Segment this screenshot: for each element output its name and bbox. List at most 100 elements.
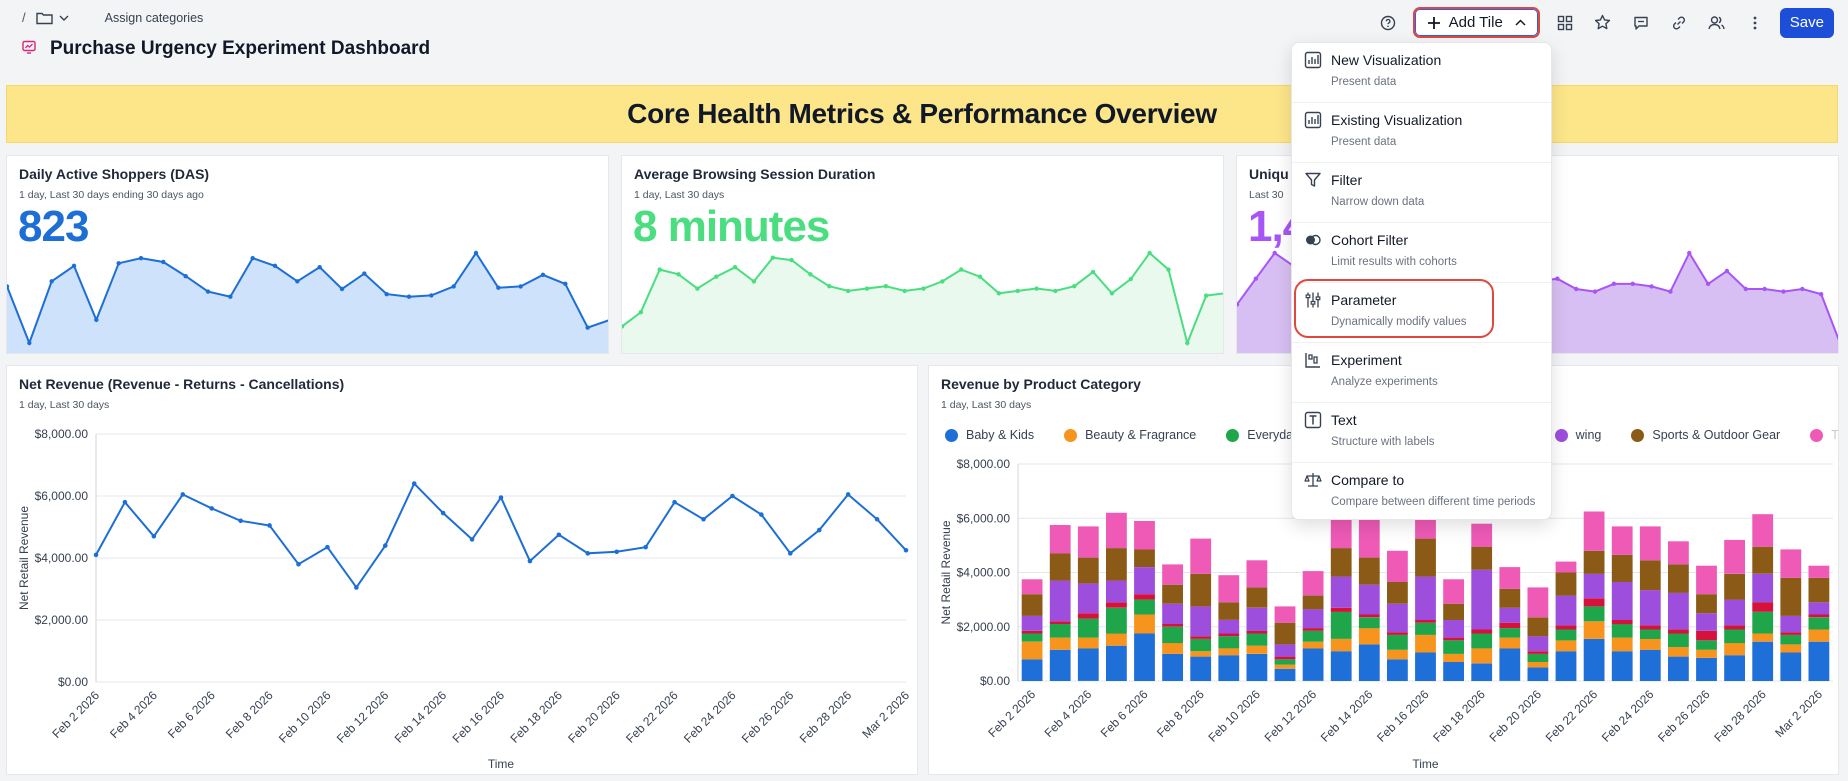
bar-segment[interactable] bbox=[1415, 620, 1436, 623]
bar-segment[interactable] bbox=[1134, 594, 1155, 600]
bar-segment[interactable] bbox=[1021, 641, 1043, 660]
bar-segment[interactable] bbox=[1218, 620, 1240, 634]
bar-segment[interactable] bbox=[1668, 541, 1689, 565]
bar-segment[interactable] bbox=[1162, 603, 1183, 624]
bar-segment[interactable] bbox=[1415, 576, 1436, 620]
bar-segment[interactable] bbox=[1527, 662, 1549, 668]
bar-segment[interactable] bbox=[1330, 514, 1352, 549]
add-tile-button[interactable]: Add Tile bbox=[1412, 7, 1540, 38]
bar-segment[interactable] bbox=[1358, 515, 1380, 558]
bar-segment[interactable] bbox=[1302, 648, 1324, 681]
bar-segment[interactable] bbox=[1639, 590, 1661, 626]
legend-item[interactable]: Baby & Kids bbox=[945, 428, 1034, 442]
bar-segment[interactable] bbox=[1724, 643, 1745, 656]
bar-segment[interactable] bbox=[1583, 598, 1605, 607]
bar-segment[interactable] bbox=[1555, 625, 1577, 630]
bar-segment[interactable] bbox=[1246, 633, 1268, 646]
bar-segment[interactable] bbox=[1639, 639, 1661, 650]
kpi-card-session-duration[interactable]: Average Browsing Session Duration 1 day,… bbox=[621, 155, 1224, 354]
bar-segment[interactable] bbox=[1162, 584, 1183, 604]
share-users-icon[interactable] bbox=[1704, 10, 1730, 36]
legend-item[interactable]: Sports & Outdoor Gear bbox=[1631, 428, 1780, 442]
bar-segment[interactable] bbox=[1443, 603, 1464, 620]
bar-segment[interactable] bbox=[1190, 636, 1212, 639]
bar-segment[interactable] bbox=[1668, 647, 1689, 657]
save-button[interactable]: Save bbox=[1779, 7, 1834, 38]
bar-segment[interactable] bbox=[1387, 634, 1408, 650]
bar-segment[interactable] bbox=[1611, 554, 1633, 582]
bar-segment[interactable] bbox=[1696, 649, 1717, 658]
bar-segment[interactable] bbox=[1780, 634, 1802, 645]
bar-segment[interactable] bbox=[1049, 621, 1071, 624]
bar-segment[interactable] bbox=[1330, 651, 1352, 681]
bar-segment[interactable] bbox=[1499, 648, 1521, 681]
bar-segment[interactable] bbox=[1752, 641, 1774, 681]
bar-segment[interactable] bbox=[1752, 633, 1774, 642]
bar-segment[interactable] bbox=[1499, 607, 1521, 623]
bar-segment[interactable] bbox=[1077, 648, 1099, 681]
bar-segment[interactable] bbox=[1274, 622, 1296, 645]
bar-segment[interactable] bbox=[1583, 621, 1605, 639]
bar-segment[interactable] bbox=[1668, 656, 1689, 681]
data-point[interactable] bbox=[238, 518, 243, 524]
data-point[interactable] bbox=[556, 532, 562, 538]
bar-segment[interactable] bbox=[1696, 640, 1717, 650]
bar-segment[interactable] bbox=[1555, 572, 1577, 596]
more-icon[interactable] bbox=[1742, 10, 1768, 36]
bar-segment[interactable] bbox=[1668, 633, 1689, 648]
bar-segment[interactable] bbox=[1330, 639, 1352, 652]
data-point[interactable] bbox=[469, 537, 475, 542]
bar-segment[interactable] bbox=[1443, 579, 1464, 604]
bar-segment[interactable] bbox=[1190, 639, 1212, 652]
bar-segment[interactable] bbox=[1696, 594, 1717, 614]
bar-segment[interactable] bbox=[1443, 662, 1464, 681]
bar-segment[interactable] bbox=[1302, 628, 1324, 631]
menu-item-new-visualization[interactable]: New Visualization Present data bbox=[1292, 43, 1551, 103]
folder-icon[interactable] bbox=[35, 11, 69, 25]
bar-segment[interactable] bbox=[1724, 573, 1745, 600]
bar-segment[interactable] bbox=[1808, 641, 1830, 681]
data-point[interactable] bbox=[787, 551, 793, 556]
bar-segment[interactable] bbox=[1134, 567, 1155, 595]
bar-segment[interactable] bbox=[1415, 538, 1436, 577]
bar-segment[interactable] bbox=[1330, 576, 1352, 608]
bar-segment[interactable] bbox=[1443, 637, 1464, 641]
bar-segment[interactable] bbox=[1471, 663, 1493, 681]
bar-segment[interactable] bbox=[1583, 639, 1605, 681]
bar-segment[interactable] bbox=[1780, 549, 1802, 578]
bar-segment[interactable] bbox=[1780, 652, 1802, 682]
bar-segment[interactable] bbox=[1246, 645, 1268, 654]
bar-segment[interactable] bbox=[1808, 602, 1830, 615]
bar-segment[interactable] bbox=[1724, 625, 1745, 630]
menu-item-text[interactable]: Text Structure with labels bbox=[1292, 403, 1551, 463]
link-icon[interactable] bbox=[1666, 10, 1692, 36]
bar-segment[interactable] bbox=[1555, 595, 1577, 626]
bar-segment[interactable] bbox=[1752, 514, 1774, 547]
bar-segment[interactable] bbox=[1808, 577, 1830, 603]
bar-segment[interactable] bbox=[1639, 649, 1661, 681]
data-point[interactable] bbox=[180, 492, 186, 497]
bar-segment[interactable] bbox=[1021, 630, 1043, 634]
bar-segment[interactable] bbox=[1583, 606, 1605, 622]
data-point[interactable] bbox=[296, 561, 301, 567]
bar-segment[interactable] bbox=[1218, 648, 1240, 656]
bar-segment[interactable] bbox=[1808, 614, 1830, 618]
bar-segment[interactable] bbox=[1527, 653, 1549, 662]
bar-segment[interactable] bbox=[1358, 557, 1380, 585]
kpi-card-daily-active-shoppers[interactable]: Daily Active Shoppers (DAS) 1 day, Last … bbox=[6, 155, 609, 354]
legend-item[interactable]: wing bbox=[1554, 428, 1601, 442]
bar-segment[interactable] bbox=[1049, 624, 1071, 638]
comment-icon[interactable] bbox=[1628, 10, 1654, 36]
bar-segment[interactable] bbox=[1724, 629, 1745, 644]
menu-item-cohort-filter[interactable]: Cohort Filter Limit results with cohorts bbox=[1292, 223, 1551, 283]
bar-segment[interactable] bbox=[1134, 633, 1155, 682]
bar-segment[interactable] bbox=[1696, 630, 1717, 641]
bar-segment[interactable] bbox=[1527, 587, 1549, 618]
bar-segment[interactable] bbox=[1471, 648, 1493, 664]
bar-segment[interactable] bbox=[1387, 632, 1408, 635]
assign-categories-link[interactable]: Assign categories bbox=[104, 10, 204, 25]
bar-segment[interactable] bbox=[1696, 657, 1717, 681]
bar-segment[interactable] bbox=[1106, 548, 1127, 581]
bar-segment[interactable] bbox=[1077, 618, 1099, 638]
bar-segment[interactable] bbox=[1752, 573, 1774, 603]
